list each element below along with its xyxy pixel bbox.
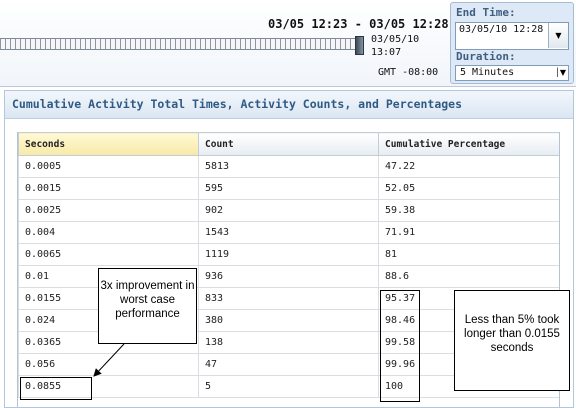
cell-cumulative-percentage: 81 <box>378 243 559 266</box>
timeline-handle[interactable] <box>355 36 364 55</box>
time-toolbar: 03/05 12:23 - 03/05 12:28 03/05/10 13:07… <box>0 0 576 87</box>
cell-count: 380 <box>198 309 379 332</box>
cell-cumulative-percentage: 59.38 <box>378 199 559 222</box>
cell-seconds: 0.0005 <box>18 155 199 178</box>
cell-cumulative-percentage: 47.22 <box>378 155 559 178</box>
timeline-end-label: 03/05/10 13:07 <box>371 34 420 58</box>
panel-title: Cumulative Activity Total Times, Activit… <box>12 97 463 111</box>
cell-count: 595 <box>198 177 379 200</box>
cell-seconds: 0.0015 <box>18 177 199 200</box>
table-row: 0.0005 5813 47.22 <box>18 155 559 178</box>
table-row: 0.0015 595 52.05 <box>18 177 559 200</box>
end-time-value: 03/05/10 12:28 <box>459 24 544 35</box>
column-header-seconds[interactable]: Seconds <box>18 132 199 156</box>
cell-count: 5 <box>198 375 379 398</box>
duration-select[interactable]: 5 Minutes │▼ <box>455 65 569 81</box>
chevron-down-icon[interactable]: │▼ <box>555 68 566 77</box>
highlight-box-worst-case <box>20 377 92 400</box>
duration-label: Duration: <box>456 50 516 63</box>
timezone-label: GMT -08:00 <box>378 67 439 78</box>
table-row: 0.0025 902 59.38 <box>18 199 559 222</box>
time-range-title: 03/05 12:23 - 03/05 12:28 <box>268 17 449 31</box>
cell-cumulative-percentage: 88.6 <box>378 265 559 288</box>
cell-count: 1543 <box>198 221 379 244</box>
timeline-ruler[interactable] <box>0 38 356 50</box>
cell-count: 936 <box>198 265 379 288</box>
cell-count: 138 <box>198 331 379 354</box>
cell-seconds: 0.056 <box>18 353 199 376</box>
cell-seconds: 0.0025 <box>18 199 199 222</box>
highlight-box-percentages <box>380 290 420 402</box>
time-selector-panel: End Time: 03/05/10 12:28 ▼ Duration: 5 M… <box>450 2 574 84</box>
panel-header: Cumulative Activity Total Times, Activit… <box>5 91 573 119</box>
duration-value: 5 Minutes <box>460 67 515 78</box>
cell-count: 5813 <box>198 155 379 178</box>
table-header-row: Seconds Count Cumulative Percentage <box>18 132 559 156</box>
end-time-label: End Time: <box>456 6 516 19</box>
table-row: 0.004 1543 71.91 <box>18 221 559 244</box>
cell-cumulative-percentage: 71.91 <box>378 221 559 244</box>
chevron-down-icon[interactable]: ▼ <box>548 23 568 48</box>
cell-cumulative-percentage: 52.05 <box>378 177 559 200</box>
cell-count: 902 <box>198 199 379 222</box>
cell-count: 47 <box>198 353 379 376</box>
column-header-count[interactable]: Count <box>198 132 379 156</box>
table-row: 0.0065 1119 81 <box>18 243 559 266</box>
cell-count: 1119 <box>198 243 379 266</box>
cell-seconds: 0.004 <box>18 221 199 244</box>
cell-seconds: 0.0065 <box>18 243 199 266</box>
callout-improvement: 3x improvement in worst case performance <box>98 268 197 344</box>
cell-count: 833 <box>198 287 379 310</box>
callout-threshold: Less than 5% took longer than 0.0155 sec… <box>454 290 570 391</box>
column-header-cumulative-percentage[interactable]: Cumulative Percentage <box>378 132 559 156</box>
end-time-select[interactable]: 03/05/10 12:28 ▼ <box>455 22 569 50</box>
